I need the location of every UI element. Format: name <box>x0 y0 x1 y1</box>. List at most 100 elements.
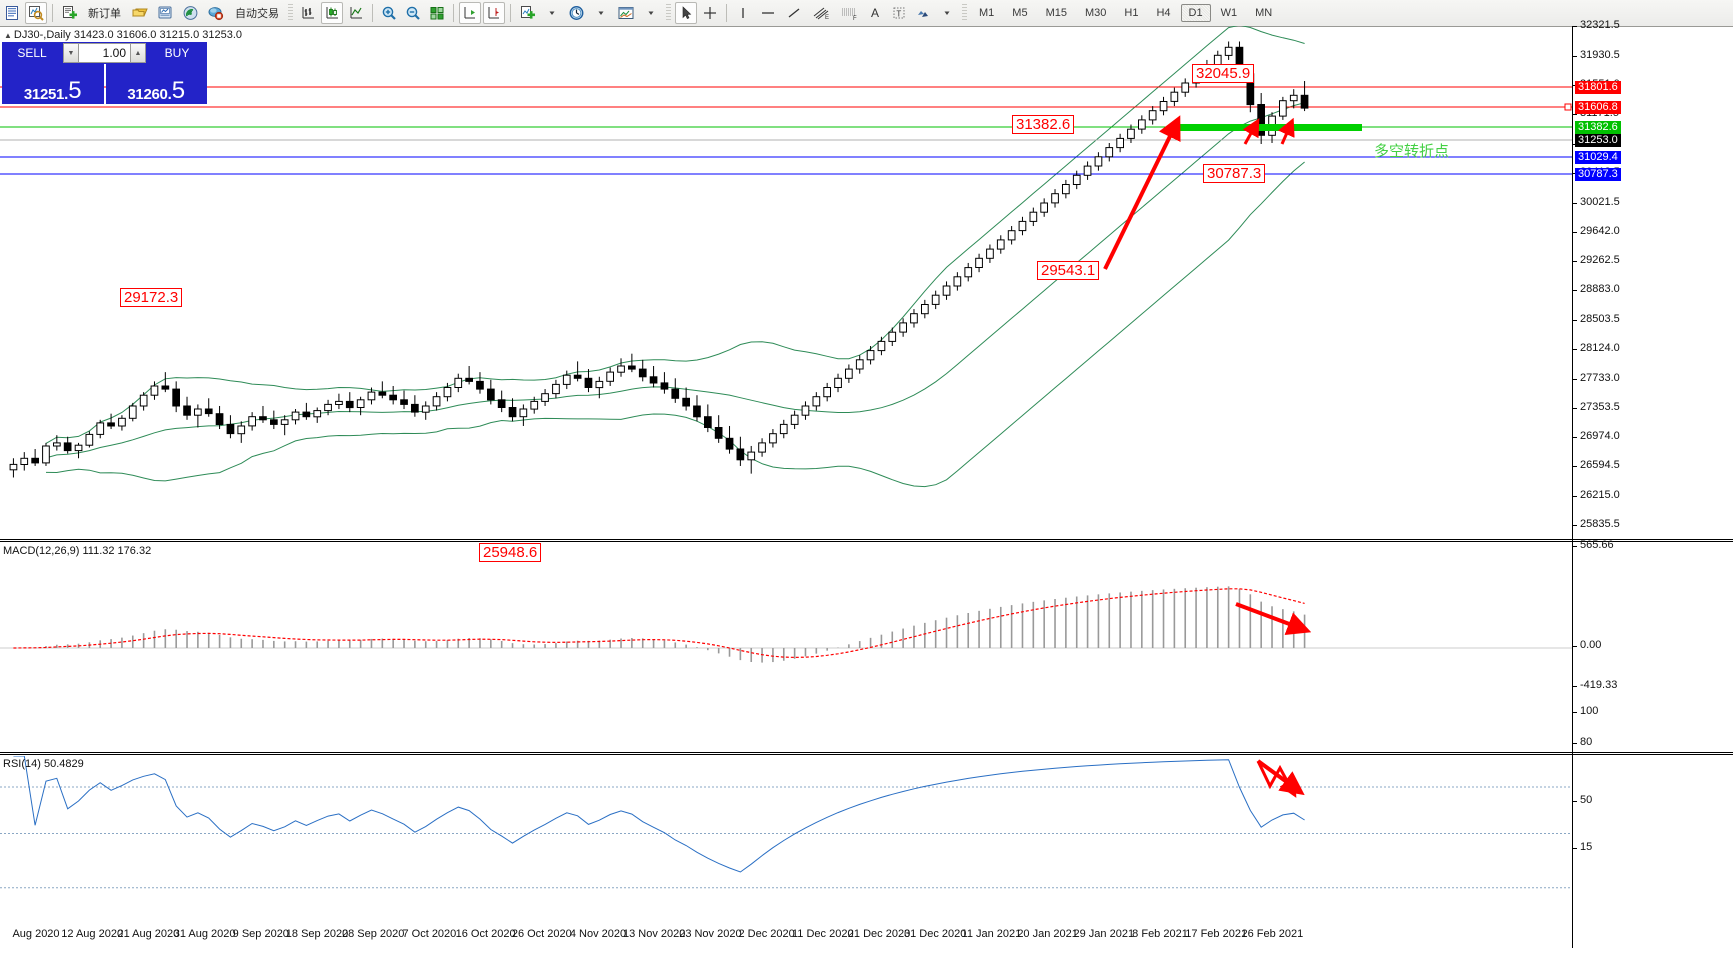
auto-trading-icon[interactable] <box>204 2 228 24</box>
rsi-pane[interactable] <box>0 756 1572 956</box>
svg-text:E: E <box>825 15 829 21</box>
price-tag[interactable]: 31801.6 <box>1575 81 1621 94</box>
price-tick: 26215.0 <box>1573 489 1620 501</box>
chart-shift-icon[interactable] <box>483 2 505 24</box>
macd-pane[interactable] <box>0 543 1572 736</box>
price-tag[interactable]: 31029.4 <box>1575 151 1621 164</box>
candlestick <box>215 405 224 430</box>
volume-decrease-button[interactable]: ▼ <box>63 43 79 63</box>
volume-increase-button[interactable]: ▲ <box>130 43 146 63</box>
price-scale[interactable]: 32321.531930.531551.031171.530792.030412… <box>1572 19 1733 948</box>
timeframe-m15[interactable]: M15 <box>1045 7 1067 19</box>
candlestick <box>31 449 39 466</box>
price-tag[interactable]: 31606.8 <box>1575 101 1621 114</box>
new-order-label[interactable]: 新订单 <box>88 8 121 20</box>
rsi-zigzag-arrow[interactable] <box>1256 760 1297 798</box>
chevron-down-icon[interactable] <box>640 2 662 24</box>
auto-scroll-icon[interactable] <box>459 2 481 24</box>
sell-price-integer: 31251 <box>23 86 65 103</box>
price-line-handle[interactable] <box>1564 103 1572 111</box>
annotation-29543[interactable]: 29543.1 <box>1037 261 1100 280</box>
timeframe-h1[interactable]: H1 <box>1124 7 1139 19</box>
green-support-zone[interactable] <box>1172 124 1362 131</box>
annotation-32045[interactable]: 32045.9 <box>1192 64 1255 83</box>
toolbar-grip[interactable] <box>666 4 671 22</box>
candlestick <box>324 399 332 416</box>
candlestick <box>1029 207 1038 227</box>
macd-down-arrow[interactable] <box>1235 602 1312 636</box>
toolbar-grip[interactable] <box>962 4 967 22</box>
candlestick-chart-icon[interactable] <box>321 2 343 24</box>
macd-signal-line <box>13 588 1305 659</box>
candlestick <box>53 435 61 451</box>
timeframe-mn[interactable]: MN <box>1255 7 1273 19</box>
zoom-in-icon[interactable] <box>378 2 400 24</box>
timeframe-h4[interactable]: H4 <box>1156 7 1171 19</box>
crosshair-icon[interactable] <box>699 2 721 24</box>
candlestick <box>541 389 549 406</box>
candlestick <box>910 309 918 328</box>
text-a-icon[interactable]: A <box>870 6 879 20</box>
zoom-out-icon[interactable] <box>402 2 424 24</box>
line-chart-icon[interactable] <box>345 2 367 24</box>
candlestick <box>270 410 278 430</box>
buy-button[interactable]: BUY <box>147 42 207 64</box>
volume-input[interactable]: 1.00 <box>79 43 130 63</box>
uptrend-arrow[interactable] <box>1103 115 1181 270</box>
date-label: 31 Aug 2020 <box>173 928 236 940</box>
timeframe-m1[interactable]: M1 <box>979 7 995 19</box>
chevron-down-icon[interactable] <box>590 2 612 24</box>
sell-button[interactable]: SELL <box>2 42 62 64</box>
toolbar-grip[interactable] <box>288 4 293 22</box>
candlestick <box>921 299 929 319</box>
terminal-icon[interactable] <box>154 2 177 24</box>
candlestick <box>595 376 604 399</box>
text-label-icon[interactable]: T <box>888 2 910 24</box>
chart-area[interactable]: MACD(12,26,9) 111.32 176.32 RSI(14) 50.4… <box>0 26 1733 948</box>
new-order-icon[interactable] <box>58 2 81 24</box>
signal-icon[interactable] <box>179 2 202 24</box>
candlestick <box>128 402 137 422</box>
auto-trading-label[interactable]: 自动交易 <box>235 8 279 20</box>
candlestick <box>1257 93 1266 144</box>
timeframe-w1[interactable]: W1 <box>1220 7 1238 19</box>
small-up-arrow[interactable] <box>1242 118 1260 145</box>
price-tag[interactable]: 30787.3 <box>1575 168 1621 181</box>
one-click-trade-panel[interactable]: SELL ▼ 1.00 ▲ BUY 31251 . 5 31260 . 5 <box>2 42 207 104</box>
vertical-line-icon[interactable] <box>732 2 754 24</box>
trendline-icon[interactable] <box>782 2 806 24</box>
folder-icon[interactable] <box>128 2 152 24</box>
timeframe-d1[interactable]: D1 <box>1180 4 1211 22</box>
annotation-31382[interactable]: 31382.6 <box>1012 115 1075 134</box>
price-tag[interactable]: 31253.0 <box>1575 134 1621 147</box>
annotation-30787[interactable]: 30787.3 <box>1203 164 1266 183</box>
chevron-down-icon[interactable] <box>541 2 563 24</box>
chevron-down-icon[interactable] <box>936 2 958 24</box>
fibonacci-icon[interactable]: F <box>836 2 862 24</box>
cursor-icon[interactable] <box>675 2 697 24</box>
indicator-add-icon[interactable] <box>516 2 539 24</box>
volume-stepper[interactable]: ▼ 1.00 ▲ <box>62 42 147 64</box>
collapse-triangle-icon[interactable]: ▲ <box>4 31 12 40</box>
tile-windows-icon[interactable] <box>426 2 448 24</box>
timeframe-m30[interactable]: M30 <box>1084 7 1107 19</box>
annotation-25948[interactable]: 25948.6 <box>479 543 542 562</box>
date-label: 29 Jan 2021 <box>1073 928 1135 940</box>
candlestick <box>877 336 886 356</box>
equidistant-channel-icon[interactable]: E <box>808 2 834 24</box>
candlestick <box>487 379 495 405</box>
bar-chart-icon[interactable] <box>297 2 319 24</box>
data-window-icon[interactable] <box>25 2 47 24</box>
shapes-icon[interactable] <box>912 2 934 24</box>
annotation-29172[interactable]: 29172.3 <box>120 288 183 307</box>
horizontal-line-icon[interactable] <box>756 2 780 24</box>
timeframe-m5[interactable]: M5 <box>1012 7 1028 19</box>
buy-price-box[interactable]: 31260 . 5 <box>105 64 207 104</box>
template-icon[interactable] <box>614 2 638 24</box>
small-up-arrow[interactable] <box>1278 117 1295 145</box>
sell-price-box[interactable]: 31251 . 5 <box>2 64 104 104</box>
price-pane[interactable] <box>0 26 1572 539</box>
market-watch-icon[interactable] <box>1 2 23 24</box>
clock-icon[interactable] <box>565 2 588 24</box>
price-tag[interactable]: 31382.6 <box>1575 121 1621 134</box>
